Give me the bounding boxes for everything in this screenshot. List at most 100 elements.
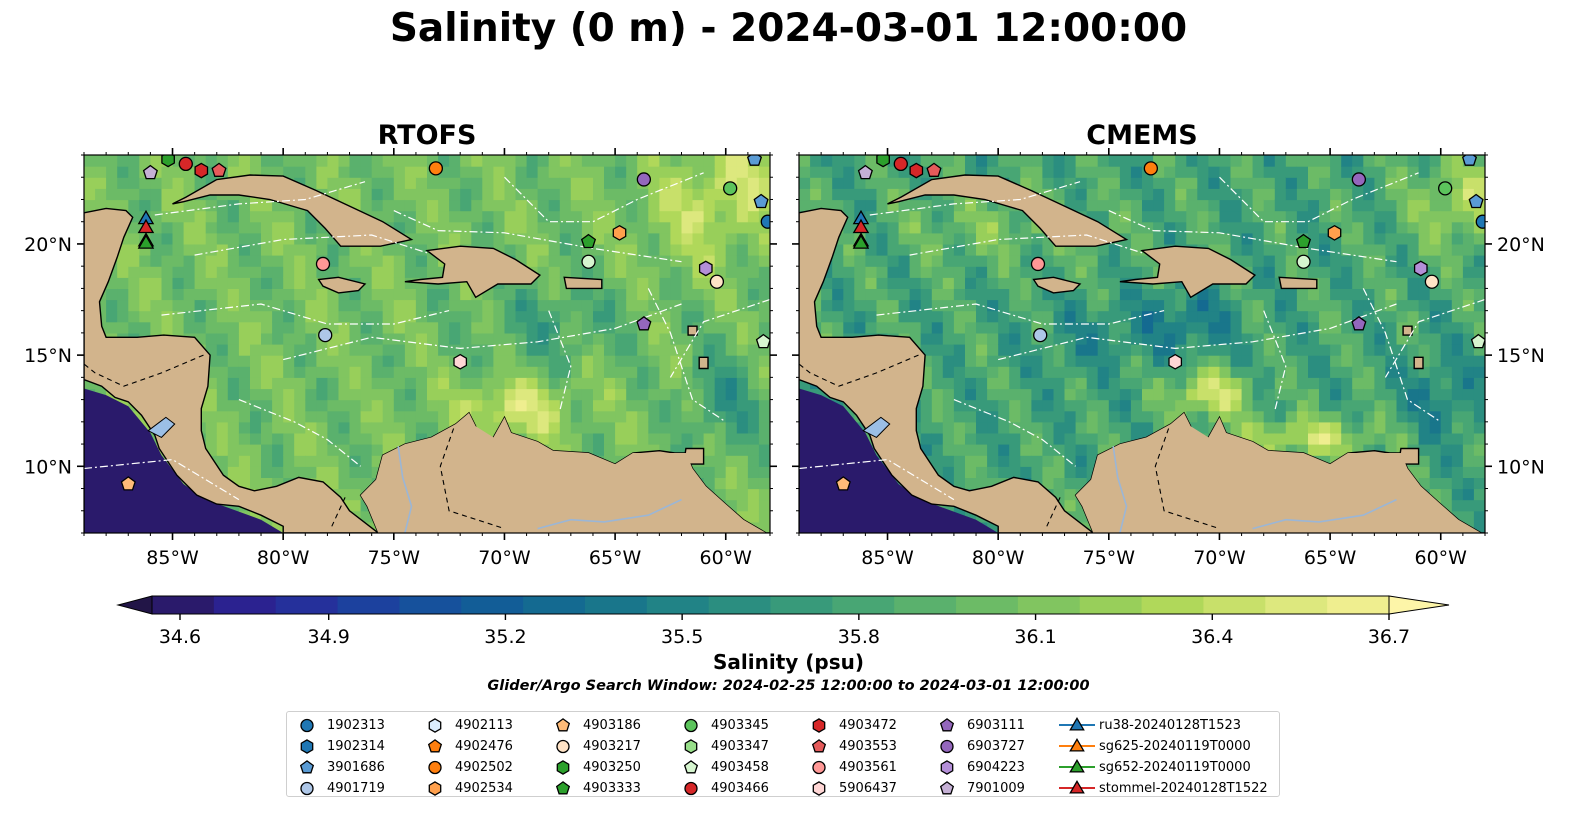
colorbar-label: Salinity (psu) [712,650,864,674]
float-marker [835,476,851,491]
colorbar-tick-label: 36.1 [1014,626,1056,648]
glider-marker [137,218,155,234]
legend-marker [940,760,954,775]
legend-marker [812,781,826,796]
float-marker [709,274,725,289]
legend-label: ru38-20240128T1523 [1099,718,1242,733]
legend-marker [556,760,570,775]
legend-label: 4902113 [455,718,513,733]
float-marker [1168,353,1183,370]
float-marker [753,193,769,209]
x-tick-label: 85°W [861,547,914,569]
legend-marker [555,781,571,795]
legend-marker [428,718,442,733]
lake [147,416,176,439]
colorbar-tick-label: 35.2 [484,626,526,648]
legend-marker [300,781,314,796]
float-marker [1351,172,1367,187]
glider-marker [137,234,155,249]
legend-label: 4903217 [583,739,641,754]
legend-marker [940,739,954,754]
eez-boundary [194,234,428,256]
x-tick-label: 70°W [478,547,531,569]
map-panels: 85°W 80°W 75°W 70°W 65°W 60°W 10°N 15°N 20°N 85°W… [24,148,1545,569]
legend-label: 4903561 [839,760,897,775]
legend-marker [683,760,699,774]
float-marker [178,156,193,172]
legend-label: 1902313 [327,718,385,733]
legend-marker [1059,717,1095,731]
float-marker [755,333,770,349]
float-marker [580,233,597,249]
eez-boundary [869,181,1081,216]
eez-boundary [669,298,770,378]
float-marker [746,155,763,166]
colorbar-tick-label: 36.4 [1191,626,1233,648]
x-tick-label: 75°W [368,547,421,569]
colorbar-tick-label: 34.9 [308,626,350,648]
legend-label: 7901009 [967,781,1025,796]
river [1112,446,1128,533]
float-marker [318,327,333,343]
legend-label: 3901686 [327,760,385,775]
float-marker [428,161,444,176]
x-tick-label: 65°W [1304,547,1357,569]
eez-boundary [548,310,572,411]
legend-marker [684,781,698,796]
float-marker [723,181,738,196]
map-cmems [799,155,1485,533]
land-central [799,207,1095,533]
float-marker [315,256,331,272]
eez-boundary [799,458,955,501]
legend-marker [1059,780,1095,794]
border [84,354,204,387]
legend-marker [1059,738,1095,752]
float-marker [698,260,713,277]
border [439,428,505,530]
legend-label: 6903111 [967,718,1025,733]
legend-label: 4902534 [455,781,513,796]
float-marker [142,164,158,180]
float-marker [1327,224,1342,241]
y-tick-label: 10°N [24,456,72,478]
float-marker [926,162,942,177]
legend-label: 4903186 [583,718,641,733]
x-tick-label: 60°W [1415,547,1468,569]
pacific-ocean [84,388,284,533]
legend-label: 4903466 [711,781,769,796]
y-tick-label: 15°N [1497,345,1545,367]
border [1154,428,1220,530]
figure-title: Salinity (0 m) - 2024-03-01 12:00:00 [389,6,1188,51]
eez-boundary [154,181,366,216]
legend-marker [300,739,314,754]
float-marker [612,224,627,241]
land-lesser [687,325,698,336]
legend-marker [939,718,955,732]
legend: 1902313 1902314 3901686 4901719 4902113 49024… [286,711,1280,797]
legend-label: 1902314 [327,739,385,754]
glider-marker [852,234,870,249]
land-central [84,207,380,533]
float-marker [909,162,924,179]
lake [862,416,891,439]
land-hispaniola [404,245,542,299]
land-lesser [1402,325,1413,336]
land-jamaica [1032,276,1082,294]
map-frame-rtofs [83,154,771,534]
land-pr [1278,276,1318,290]
float-marker [760,214,770,229]
legend-label: 4902476 [455,739,513,754]
legend-marker [811,739,827,753]
eez-boundary [998,303,1397,361]
panel-title-rtofs: RTOFS [377,120,477,151]
colorbar-tick-label: 34.6 [159,626,201,648]
legend-marker [1059,759,1095,773]
y-tick-label: 20°N [24,234,72,256]
float-marker [636,172,652,187]
float-marker [211,162,227,177]
legend-label: sg652-20240119T0000 [1099,760,1251,775]
x-tick-label: 75°W [1083,547,1136,569]
pacific-ocean [799,388,999,533]
legend-label: 4903345 [711,718,769,733]
float-marker [120,476,136,491]
